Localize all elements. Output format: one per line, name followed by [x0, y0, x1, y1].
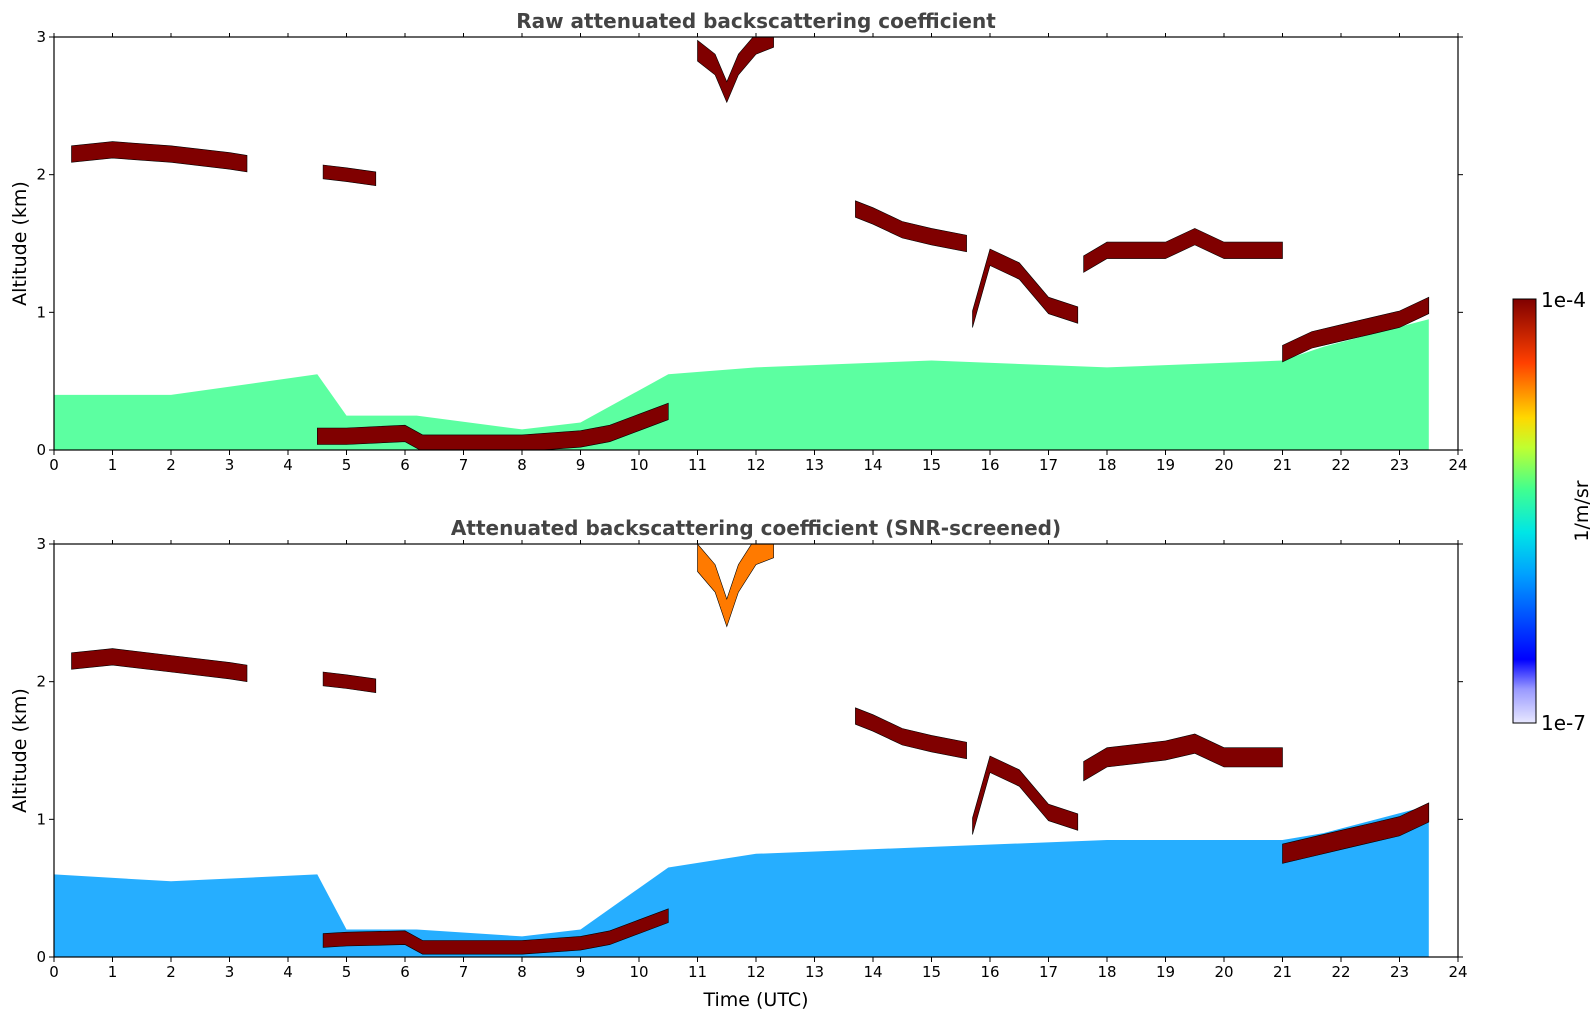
x-tick-label-19: 19	[1156, 456, 1175, 474]
layer-cloud-layer-1-screened	[71, 648, 248, 683]
x-tick-label-23: 23	[1390, 963, 1409, 981]
x-tick-label-12: 12	[746, 456, 765, 474]
x-tick-label-14: 14	[863, 456, 882, 474]
x-tick-label-22: 22	[1331, 963, 1350, 981]
x-tick-label-23: 23	[1390, 456, 1409, 474]
x-axis-label: Time (UTC)	[702, 989, 808, 1011]
layer-boundary-layer	[54, 319, 1429, 450]
y-tick-label-2: 2	[36, 166, 46, 184]
layer-cloud-layer-3	[855, 200, 967, 253]
x-tick-label-1: 1	[108, 456, 118, 474]
layer-cloud-layer-3-screened	[855, 707, 967, 760]
x-tick-label-4: 4	[283, 456, 293, 474]
y-tick-label-0: 0	[36, 948, 46, 966]
y-ticks-raw: 0 1 2 3	[36, 28, 1463, 459]
layer-cloud-layer-1	[71, 141, 248, 173]
layer-cirrus-top	[697, 37, 774, 104]
x-tick-label-11: 11	[688, 456, 707, 474]
x-tick-label-24: 24	[1448, 456, 1467, 474]
plot-area-screened	[54, 544, 1430, 957]
panel-raw: Raw attenuated backscattering coefficien…	[9, 9, 1468, 474]
x-ticks-screened: 0 1 2 3 4 5 6 7 8 9 10 11 12 13 14 15 16 17 18 19 20 21 22 23 24	[49, 540, 1468, 981]
colorbar-scale	[1512, 298, 1537, 724]
x-tick-label-10: 10	[629, 456, 648, 474]
x-tick-label-21: 21	[1273, 456, 1292, 474]
x-tick-label-10: 10	[629, 963, 648, 981]
colorbar-max-label: 1e-4	[1541, 288, 1586, 312]
x-tick-label-20: 20	[1214, 456, 1233, 474]
layer-cloud-layer-2	[322, 164, 377, 187]
x-tick-label-8: 8	[517, 963, 527, 981]
x-tick-label-11: 11	[688, 963, 707, 981]
x-tick-label-12: 12	[746, 963, 765, 981]
layer-cloud-layer-2-screened	[322, 671, 377, 694]
x-tick-label-7: 7	[459, 963, 469, 981]
x-tick-label-16: 16	[980, 456, 999, 474]
x-tick-label-21: 21	[1273, 963, 1292, 981]
layer-cloud-layer-5	[1083, 228, 1283, 273]
x-tick-label-17: 17	[1039, 963, 1058, 981]
layer-boundary-layer-screened	[54, 805, 1429, 957]
x-tick-label-3: 3	[225, 963, 235, 981]
layer-cloud-layer-4-screened	[972, 755, 1079, 835]
colorbar-min-label: 1e-7	[1541, 711, 1586, 735]
layer-cloud-layer-5-screened	[1083, 733, 1283, 782]
y-tick-label-3: 3	[36, 28, 46, 46]
x-tick-label-9: 9	[576, 963, 586, 981]
x-tick-label-6: 6	[400, 456, 410, 474]
x-tick-label-6: 6	[400, 963, 410, 981]
layer-cloud-layer-6-screened	[1282, 802, 1430, 864]
x-tick-label-8: 8	[517, 456, 527, 474]
x-tick-label-2: 2	[166, 963, 176, 981]
layer-cirrus-top-screened	[697, 544, 774, 628]
y-axis-label-screened: Altitude (km)	[9, 688, 31, 813]
y-tick-label-0: 0	[36, 441, 46, 459]
x-tick-label-18: 18	[1097, 456, 1116, 474]
x-tick-label-22: 22	[1331, 456, 1350, 474]
x-tick-label-3: 3	[225, 456, 235, 474]
y-tick-label-1: 1	[36, 810, 46, 828]
x-tick-label-20: 20	[1214, 963, 1233, 981]
colorbar: 1e-4 1e-7 1/m/sr	[1512, 288, 1593, 735]
colorbar-label: 1/m/sr	[1571, 480, 1593, 541]
x-tick-label-5: 5	[342, 963, 352, 981]
x-tick-label-24: 24	[1448, 963, 1467, 981]
x-tick-label-16: 16	[980, 963, 999, 981]
y-ticks-screened: 0 1 2 3	[36, 535, 1463, 966]
x-ticks-raw: 0 1 2 3 4 5 6 7 8 9 10 11 12 13 14 15 16 17 18 19 20 21 22 23 24	[49, 33, 1468, 474]
x-tick-label-2: 2	[166, 456, 176, 474]
x-tick-label-7: 7	[459, 456, 469, 474]
layer-cloud-base-low	[317, 402, 669, 450]
x-tick-label-17: 17	[1039, 456, 1058, 474]
x-tick-label-0: 0	[49, 456, 59, 474]
x-tick-label-5: 5	[342, 456, 352, 474]
panel-title-screened: Attenuated backscattering coefficient (S…	[451, 516, 1061, 540]
x-tick-label-0: 0	[49, 963, 59, 981]
layer-cloud-base-low-screened	[322, 908, 669, 955]
x-tick-label-19: 19	[1156, 963, 1175, 981]
x-tick-label-14: 14	[863, 963, 882, 981]
plot-area-raw	[54, 37, 1430, 450]
x-tick-label-13: 13	[805, 963, 824, 981]
layer-cloud-layer-6	[1282, 296, 1430, 363]
y-tick-label-3: 3	[36, 535, 46, 553]
x-tick-label-13: 13	[805, 456, 824, 474]
y-tick-label-2: 2	[36, 673, 46, 691]
x-tick-label-15: 15	[922, 456, 941, 474]
x-tick-label-15: 15	[922, 963, 941, 981]
x-tick-label-9: 9	[576, 456, 586, 474]
x-tick-label-4: 4	[283, 963, 293, 981]
y-axis-label-raw: Altitude (km)	[9, 181, 31, 306]
y-tick-label-1: 1	[36, 303, 46, 321]
panel-screened: Attenuated backscattering coefficient (S…	[9, 516, 1468, 1011]
panel-title-raw: Raw attenuated backscattering coefficien…	[516, 9, 996, 33]
x-tick-label-1: 1	[108, 963, 118, 981]
layer-cloud-layer-4	[972, 248, 1079, 328]
x-tick-label-18: 18	[1097, 963, 1116, 981]
